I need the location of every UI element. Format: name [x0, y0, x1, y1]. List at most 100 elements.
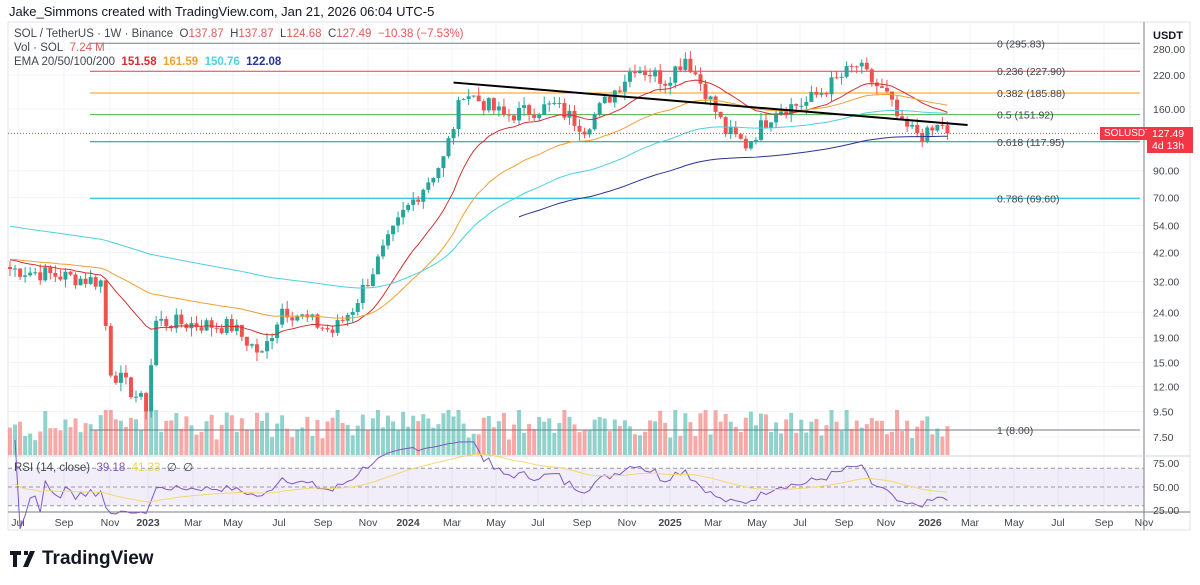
candle-body — [819, 92, 824, 95]
volume-bar — [13, 424, 18, 455]
volume-bar — [466, 437, 471, 455]
candle-body — [375, 256, 380, 275]
trendline — [453, 81, 968, 126]
volume-bar — [451, 416, 456, 455]
volume-value: 7.24 M — [69, 42, 105, 54]
volume-bar — [945, 426, 950, 455]
volume-bar — [139, 429, 144, 455]
volume-bar — [325, 421, 330, 455]
ema-legend[interactable]: EMA 20/50/100/200 151.58 161.59 150.76 1… — [14, 56, 281, 68]
volume-bar — [249, 429, 254, 455]
logo-text: TradingView — [42, 548, 154, 569]
price-badge-value: 127.49 — [1152, 128, 1185, 140]
candle-body — [179, 314, 184, 325]
volume-bar — [884, 434, 889, 455]
candle-body — [809, 91, 814, 102]
x-tick-label: Mar — [704, 517, 723, 529]
volume-bar — [638, 435, 642, 455]
volume-bar — [436, 424, 441, 455]
candle-body — [758, 120, 763, 140]
currency-label[interactable]: USDT — [1153, 30, 1183, 42]
x-tick-label: 2024 — [396, 517, 420, 529]
candle-body — [844, 66, 849, 77]
candle-body — [804, 101, 809, 106]
volume-bar — [537, 417, 542, 455]
candle-body — [905, 118, 910, 127]
volume-bar — [849, 428, 854, 455]
x-tick-label: Jul — [1051, 517, 1064, 529]
volume-bar — [360, 414, 365, 455]
candle-body — [910, 124, 915, 127]
volume-bar — [461, 423, 466, 455]
candle-body — [859, 62, 864, 67]
volume-bar — [859, 427, 864, 455]
candle-body — [794, 104, 799, 106]
volume-bar — [658, 410, 663, 455]
attribution: Jake_Simmons created with TradingView.co… — [9, 4, 435, 19]
volume-bar — [88, 424, 93, 455]
candle-body — [733, 127, 738, 135]
volume-bar — [612, 419, 617, 455]
x-tick-label: May — [1004, 517, 1025, 529]
fib-level-label: 0.5 (151.92) — [997, 110, 1054, 122]
candle-body — [718, 111, 723, 118]
volume-bar — [270, 437, 275, 455]
x-tick-label: Mar — [961, 517, 980, 529]
volume-bar — [320, 438, 325, 455]
volume-legend[interactable]: Vol · SOL 7.24 M — [14, 42, 105, 54]
volume-bar — [229, 415, 234, 455]
volume-bar — [370, 418, 375, 455]
symbol-legend[interactable]: SOL / TetherUS · 1W · Binance O137.87 H1… — [14, 28, 464, 40]
candle-body — [824, 92, 829, 95]
volume-bar — [562, 410, 567, 455]
volume-bar — [345, 424, 350, 455]
candle-body — [330, 329, 335, 333]
y-tick-label: 280.00 — [1153, 44, 1185, 56]
volume-bar — [895, 410, 900, 455]
tradingview-logo[interactable]: TradingView — [10, 548, 154, 570]
candle-body — [874, 82, 879, 87]
volume-bar — [824, 425, 829, 455]
fib-level-label: 0.618 (117.95) — [997, 137, 1065, 149]
candle-body — [577, 125, 582, 132]
candle-body — [355, 303, 360, 312]
volume-bar — [28, 433, 33, 455]
fib-level-label: 0 (295.83) — [997, 38, 1045, 50]
candle-body — [219, 328, 224, 334]
candle-body — [839, 76, 844, 78]
rsi-extra-2: ∅ — [183, 462, 194, 474]
volume-bar — [310, 435, 315, 455]
volume-bar — [567, 416, 572, 455]
volume-bar — [315, 419, 320, 455]
rsi-legend[interactable]: RSI (14, close) 39.18 41.33 ∅ ∅ — [14, 460, 193, 474]
candle-body — [849, 66, 854, 68]
candle-body — [229, 318, 234, 332]
volume-bar — [159, 431, 164, 455]
candle-body — [325, 328, 330, 330]
volume-bar — [935, 428, 940, 455]
y-tick-label: 42.00 — [1153, 247, 1179, 259]
volume-bar — [33, 440, 38, 455]
volume-bar — [83, 423, 88, 455]
candle-body — [335, 320, 340, 333]
candle-body — [360, 284, 365, 304]
volume-bar — [673, 410, 678, 455]
fib-level-label: 0.786 (69.60) — [997, 193, 1059, 205]
volume-bar — [607, 431, 612, 455]
candle-body — [869, 69, 874, 83]
symbol-label: SOL / TetherUS · 1W · Binance — [14, 28, 174, 40]
y-tick-label: 19.00 — [1153, 332, 1179, 344]
volume-bar — [123, 426, 128, 455]
volume-bar — [144, 410, 149, 455]
x-tick-label: Jul — [793, 517, 806, 529]
candle-body — [164, 318, 169, 327]
candle-body — [486, 98, 491, 111]
candle-body — [537, 114, 542, 119]
ema-200-line — [518, 135, 948, 218]
candle-body — [683, 58, 688, 70]
volume-bar — [446, 410, 451, 455]
candle-body — [648, 75, 653, 77]
candle-body — [673, 66, 678, 83]
